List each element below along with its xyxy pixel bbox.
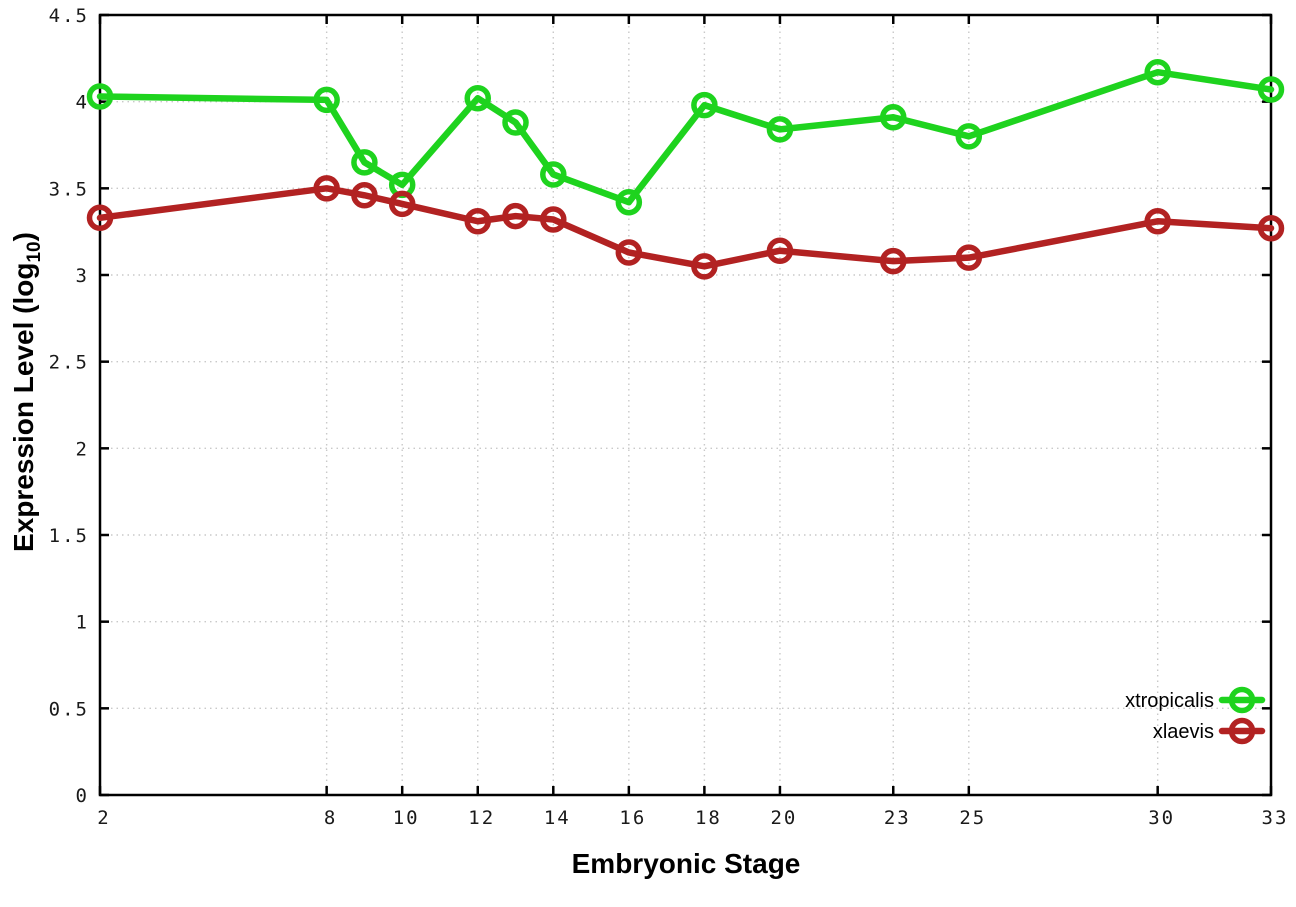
data-point-xlaevis xyxy=(388,190,416,218)
y-tick-label: 4.5 xyxy=(49,5,89,27)
x-tick-label: 14 xyxy=(544,807,571,829)
y-tick-label: 3 xyxy=(76,265,89,287)
y-tick-label: 2.5 xyxy=(49,352,89,374)
y-tick-label: 4 xyxy=(76,92,89,114)
data-point-xlaevis xyxy=(615,239,643,266)
legend-label-xtropicalis: xtropicalis xyxy=(1125,690,1214,712)
x-tick-label: 25 xyxy=(959,807,986,829)
x-tick-label: 16 xyxy=(619,807,646,829)
data-point-xtropicalis xyxy=(1144,58,1171,86)
plot-border xyxy=(98,13,1273,797)
data-point-xtropicalis xyxy=(880,104,907,131)
x-tick-label: 23 xyxy=(884,807,911,829)
legend-marker-sample xyxy=(1228,717,1256,745)
data-point-xtropicalis xyxy=(766,116,794,143)
x-tick-label: 10 xyxy=(393,807,420,829)
data-point-xtropicalis xyxy=(540,161,567,188)
legend-marker-sample xyxy=(1228,686,1256,714)
y-axis-title-close: ) xyxy=(8,232,40,242)
data-point-xtropicalis xyxy=(615,188,643,216)
x-tick-label: 20 xyxy=(770,807,797,829)
data-point-xtropicalis xyxy=(351,149,378,176)
data-point-xtropicalis xyxy=(313,86,340,114)
y-axis-title-subscript: 10 xyxy=(23,241,45,263)
y-axis-title-text: Expression Level (log xyxy=(8,262,40,552)
data-point-xlaevis xyxy=(955,244,983,271)
y-tick-label: 1.5 xyxy=(49,525,89,547)
y-axis-title: Expression Level (log10) xyxy=(8,232,46,552)
y-tick-label: 3.5 xyxy=(49,178,89,200)
data-point-xtropicalis xyxy=(955,123,983,150)
series-xtropicalis xyxy=(86,58,1285,216)
data-point-xlaevis xyxy=(1257,214,1285,242)
y-tick-label: 1 xyxy=(76,612,89,634)
gridlines xyxy=(100,15,1271,795)
data-point-xlaevis xyxy=(691,253,718,280)
tick-labels: 0 0.5 1 1.5 2 2.5 3 3.5 4 4.5 2 8 10 12 14 16 18 20 23 25 30… xyxy=(49,5,1289,829)
legend: xtropicalis xlaevis xyxy=(1125,686,1266,745)
data-point-xlaevis xyxy=(313,175,340,202)
x-tick-label: 8 xyxy=(324,807,337,829)
legend-entry-xlaevis: xlaevis xyxy=(1153,717,1266,745)
y-tick-label: 0.5 xyxy=(49,698,89,720)
data-point-xlaevis xyxy=(351,182,378,209)
data-point-xlaevis xyxy=(880,247,907,275)
data-point-xlaevis xyxy=(502,202,529,230)
x-tick-label: 12 xyxy=(468,807,495,829)
x-tick-label: 18 xyxy=(695,807,722,829)
y-tick-label: 2 xyxy=(76,438,89,460)
series-line-xlaevis xyxy=(96,185,1275,270)
x-tick-label: 30 xyxy=(1148,807,1175,829)
data-point-xlaevis xyxy=(464,208,491,235)
x-tick-label: 2 xyxy=(97,807,110,829)
series-xlaevis xyxy=(86,175,1285,280)
data-point-xtropicalis xyxy=(86,83,114,110)
x-axis-title: Embryonic Stage xyxy=(571,848,801,879)
data-point-xtropicalis xyxy=(502,109,529,136)
y-tick-label: 0 xyxy=(76,785,89,807)
data-point-xlaevis xyxy=(766,237,794,264)
data-point-xtropicalis xyxy=(691,91,718,119)
legend-label-xlaevis: xlaevis xyxy=(1153,721,1214,743)
data-point-xlaevis xyxy=(1144,208,1171,235)
data-point-xtropicalis xyxy=(1257,76,1285,103)
data-point-xlaevis xyxy=(86,204,114,232)
legend-entry-xtropicalis: xtropicalis xyxy=(1125,686,1266,714)
series-line-xtropicalis xyxy=(96,68,1275,206)
data-point-xtropicalis xyxy=(464,84,491,112)
data-point-xlaevis xyxy=(540,206,567,233)
x-tick-label: 33 xyxy=(1262,807,1289,829)
